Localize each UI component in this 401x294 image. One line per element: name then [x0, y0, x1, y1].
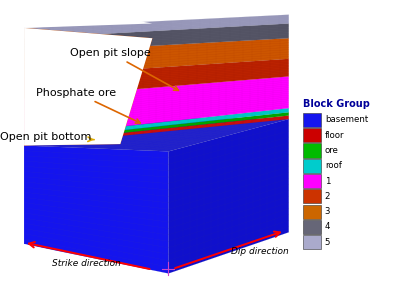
Bar [303, 235, 321, 249]
Text: Phosphate ore: Phosphate ore [36, 88, 140, 123]
Bar [303, 159, 321, 173]
Bar [303, 205, 321, 219]
Polygon shape [0, 244, 401, 294]
Text: 2: 2 [325, 192, 330, 201]
Polygon shape [289, 0, 401, 294]
Text: Dip direction: Dip direction [231, 247, 288, 256]
Bar [303, 189, 321, 203]
Text: Open pit slope: Open pit slope [70, 48, 178, 90]
Text: 4: 4 [325, 223, 330, 231]
Polygon shape [168, 119, 289, 273]
Text: floor: floor [325, 131, 344, 140]
Polygon shape [24, 116, 289, 146]
Text: 3: 3 [325, 207, 330, 216]
Polygon shape [24, 108, 289, 141]
Text: Open pit bottom: Open pit bottom [0, 132, 94, 142]
Text: Block Group: Block Group [303, 99, 370, 109]
Text: roof: roof [325, 161, 342, 170]
Text: 5: 5 [325, 238, 330, 247]
Polygon shape [24, 0, 152, 28]
Polygon shape [24, 118, 289, 151]
Bar [303, 220, 321, 234]
Polygon shape [24, 112, 289, 143]
Polygon shape [24, 28, 152, 145]
Text: basement: basement [325, 116, 368, 124]
Text: ore: ore [325, 146, 339, 155]
Polygon shape [24, 15, 289, 38]
Bar [303, 113, 321, 127]
Polygon shape [24, 24, 289, 53]
Polygon shape [24, 38, 289, 76]
Text: Strike direction: Strike direction [52, 259, 121, 268]
Bar [303, 128, 321, 142]
Text: 1: 1 [325, 177, 330, 186]
Polygon shape [0, 0, 24, 294]
Polygon shape [24, 28, 152, 146]
Polygon shape [24, 59, 289, 98]
Bar [303, 174, 321, 188]
Bar [303, 143, 321, 158]
Polygon shape [24, 146, 168, 273]
Polygon shape [24, 76, 289, 137]
